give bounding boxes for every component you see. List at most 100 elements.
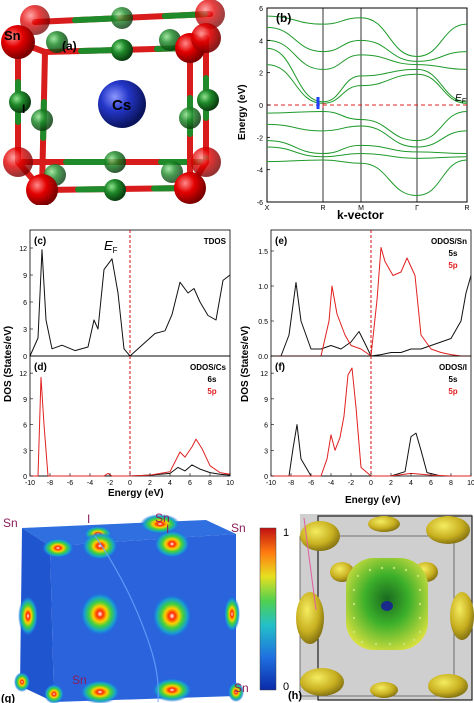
y-tick-label: 6 xyxy=(264,423,268,430)
dos-left-chart: DOS (States/eV) 0 3 6 9 12 (c) TDOS EF 0 3 6 9 12 -1… xyxy=(3,229,234,499)
x-tick-label: -4 xyxy=(87,480,93,487)
x-tick-label: M xyxy=(358,205,364,212)
band-2 xyxy=(266,39,468,70)
y-tick-label: 0.0 xyxy=(258,354,268,361)
dos-y-axis-label: DOS (States/eV) xyxy=(240,326,251,402)
dos-y-axis-label: DOS (States/eV) xyxy=(3,326,14,402)
cube-top-face xyxy=(22,520,236,546)
y-tick-label: 3 xyxy=(23,448,27,455)
y-tick-label: 9 xyxy=(23,397,27,404)
y-tick-label: -2 xyxy=(257,135,263,142)
panel-a-crystal-structure: Cs Sn I (a) xyxy=(0,0,233,205)
x-tick-label: -6 xyxy=(308,480,314,487)
dos-x-axis-label: Energy (eV) xyxy=(345,495,401,505)
y-tick-label: 9 xyxy=(264,397,268,404)
dos-series-5p xyxy=(271,367,471,477)
band-4 xyxy=(266,64,468,104)
x-tick-label: 2 xyxy=(148,480,152,487)
panel-b-label: (b) xyxy=(276,11,291,25)
y-tick-label: 12 xyxy=(260,371,268,378)
panel-tag: ODOS/I xyxy=(439,363,467,372)
x-tick-label: -10 xyxy=(25,480,35,487)
panel-ef-dos: DOS (States/eV) 0.0 0.5 1.0 1.5 (e) ODOS/Sn 5s… xyxy=(237,222,474,505)
panel-label: (f) xyxy=(275,362,285,373)
legend-black: 6s xyxy=(208,375,217,384)
panel-g-label: (g) xyxy=(1,693,15,703)
y-tick-label: 1.0 xyxy=(258,284,268,291)
elf-hotspots xyxy=(14,514,244,703)
colorbar-min-label: 0 xyxy=(283,681,289,693)
panel-g-elf-cube: Sn I Sn I Sn Sn Sn (g) xyxy=(0,506,258,703)
fermi-label: EF xyxy=(455,93,467,105)
y-tick-label: 6 xyxy=(23,300,27,307)
sn-atom-label: Sn xyxy=(4,28,21,43)
band-gap-label: Γ xyxy=(322,103,326,110)
x-tick-label: 4 xyxy=(409,480,413,487)
x-tick-label: -8 xyxy=(47,480,53,487)
x-tick-label: X xyxy=(265,205,270,212)
dos-series-total xyxy=(29,249,231,357)
y-tick-label: 4 xyxy=(259,38,263,45)
panel-c-tdos: 0 3 6 9 12 (c) TDOS EF xyxy=(19,229,231,361)
panel-label: (c) xyxy=(34,236,46,247)
panel-h-label: (h) xyxy=(288,690,302,702)
y-tick-label: 2 xyxy=(259,71,263,78)
elf-cube-figure: Sn I Sn I Sn Sn Sn (g) xyxy=(1,511,249,703)
x-tick-label: -10 xyxy=(266,480,276,487)
cube-edge-arc xyxy=(94,535,159,703)
dos-right-chart: DOS (States/eV) 0.0 0.5 1.0 1.5 (e) ODOS/Sn 5s… xyxy=(240,229,474,505)
y-tick-label: -6 xyxy=(257,200,263,207)
y-tick-label: -4 xyxy=(257,168,263,175)
band-structure-chart: 6 4 2 0 -2 -4 -6 X R M Γ R (b) Energy (eV) k-vecto… xyxy=(237,6,470,222)
x-tick-label: R xyxy=(464,205,469,212)
legend-red: 5p xyxy=(448,387,457,396)
fermi-label: EF xyxy=(104,238,118,255)
atom-label-i-2: I xyxy=(166,522,169,536)
atom-label-i-1: I xyxy=(87,512,90,526)
x-tick-label: 4 xyxy=(168,480,172,487)
x-tick-label: -6 xyxy=(67,480,73,487)
y-tick-label: 1.5 xyxy=(258,249,268,256)
y-tick-label: 0 xyxy=(264,474,268,481)
y-axis-label: Energy (eV) xyxy=(237,84,248,140)
x-axis-label: k-vector xyxy=(337,208,384,222)
x-tick-label: 6 xyxy=(429,480,433,487)
isosurface-figure: 1 0 (h) xyxy=(259,514,474,702)
band-7 xyxy=(266,140,468,155)
band-1 xyxy=(266,26,468,62)
x-tick-label: -8 xyxy=(288,480,294,487)
band-3 xyxy=(266,47,468,103)
band-8 xyxy=(266,146,468,159)
panel-label: (d) xyxy=(34,362,47,373)
dos-series-5p xyxy=(30,376,231,477)
legend-red: 5p xyxy=(448,261,457,270)
x-tick-label: R xyxy=(320,205,325,212)
band-9 xyxy=(266,159,468,197)
y-tick-label: 9 xyxy=(23,273,27,280)
panel-label: (e) xyxy=(275,236,287,247)
x-tick-label: 8 xyxy=(449,480,453,487)
legend-black: 5s xyxy=(449,249,458,258)
colorbar xyxy=(259,527,277,691)
panel-h-isosurface: 1 0 (h) xyxy=(258,506,474,703)
isosurface-lobes xyxy=(296,516,474,698)
dos-series-5p xyxy=(271,247,471,357)
legend-red: 5p xyxy=(207,387,216,396)
y-tick-label: 12 xyxy=(19,246,27,253)
y-tick-label: 6 xyxy=(259,6,263,13)
y-tick-label: 0 xyxy=(23,474,27,481)
band-5 xyxy=(266,110,468,142)
y-tick-label: 3 xyxy=(264,448,268,455)
central-isosurface-dots xyxy=(352,566,422,646)
legend-black: 5s xyxy=(449,375,458,384)
x-tick-label: 10 xyxy=(226,480,234,487)
y-tick-label: 0 xyxy=(259,103,263,110)
atom-label-sn-2: Sn xyxy=(155,511,170,525)
y-tick-label: 6 xyxy=(23,423,27,430)
y-tick-label: 3 xyxy=(23,327,27,334)
atom-label-sn-5: Sn xyxy=(234,681,249,695)
panel-d-odos-cs: 0 3 6 9 12 -10 -8 -6 -4 -2 0 2 4 6 8 10 (d) ODOS/Cs 6s 5p xyxy=(19,355,234,487)
colorbar-max-label: 1 xyxy=(283,527,289,539)
axis-indicator xyxy=(303,517,317,611)
